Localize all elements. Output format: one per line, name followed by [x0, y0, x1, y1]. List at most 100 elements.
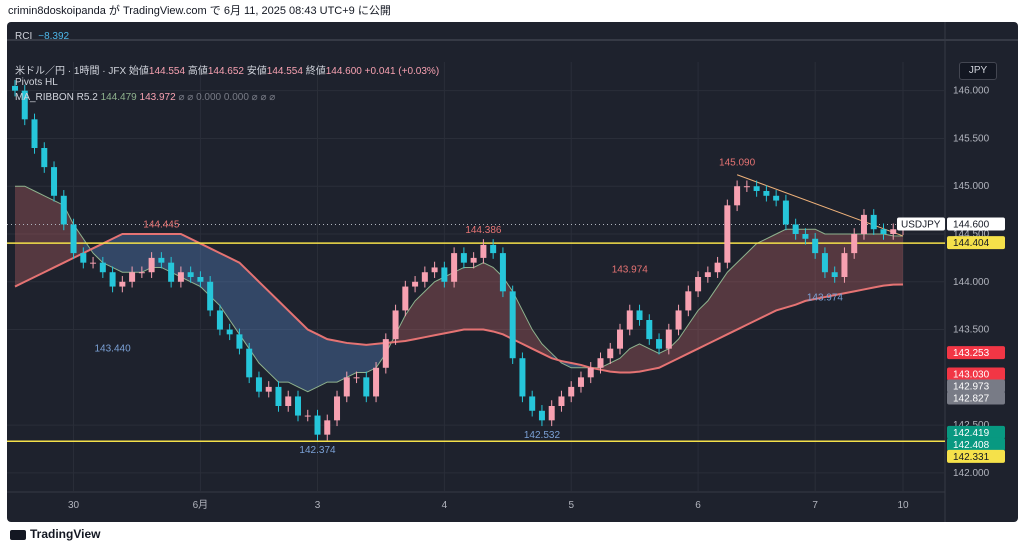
candle-body [656, 339, 663, 349]
candle-body [509, 291, 516, 359]
price-label-text: 143.253 [953, 348, 990, 359]
candle-body [21, 90, 28, 120]
candle-body [548, 406, 555, 421]
candle-body [851, 234, 858, 254]
y-tick-label: 145.000 [953, 181, 990, 192]
pivot-label: 143.974 [807, 292, 844, 303]
price-label-text: 142.419 [953, 428, 990, 439]
candle-body [187, 272, 194, 277]
high-label: 高値 [187, 66, 208, 77]
candle-body [812, 238, 819, 254]
price-label-text: 142.331 [953, 452, 990, 463]
candle-body [294, 396, 301, 416]
candle-body [304, 415, 311, 417]
candle-body [685, 291, 692, 311]
x-tick-label: 5 [568, 500, 574, 511]
candle-body [207, 281, 214, 311]
ribbon-name: MA_RIBBON R5.2 [15, 92, 98, 103]
currency-button[interactable]: JPY [959, 62, 997, 80]
candle-body [470, 257, 477, 263]
high-value: 144.652 [207, 66, 244, 77]
price-label-text: 144.600 [953, 219, 990, 230]
candle-body [831, 272, 838, 277]
candle-body [246, 348, 253, 378]
candle-body [734, 186, 741, 206]
candle-body [119, 281, 126, 287]
pivot-label: 143.440 [95, 343, 132, 354]
pivots-legend: Pivots HL [15, 77, 58, 88]
candle-body [577, 377, 584, 387]
symbol-tag-box [897, 217, 945, 231]
price-label-box [947, 379, 1005, 393]
candle-body [41, 148, 48, 168]
candle-body [558, 396, 565, 406]
candle-body [626, 310, 633, 330]
candle-body [129, 272, 136, 282]
rci-name: RCI [15, 31, 33, 42]
candle-body [675, 310, 682, 330]
candle-body [646, 320, 653, 340]
candle-body [60, 195, 67, 225]
candle-body [363, 377, 370, 397]
candle-body [99, 262, 106, 273]
candle-body [743, 186, 750, 188]
candle-body [802, 234, 809, 239]
candle-body [353, 377, 360, 379]
candle-body [704, 272, 711, 277]
candle-body [226, 329, 233, 335]
price-label-box [947, 236, 1005, 250]
candle-body [412, 281, 419, 287]
x-tick-label: 6 [695, 500, 701, 511]
price-chart[interactable]: 146.000 145.500 145.000 144.500 144.000 143.5… [7, 22, 1018, 522]
candle-body [451, 253, 458, 282]
candle-body [275, 386, 282, 406]
chart-frame[interactable]: 146.000 145.500 145.000 144.500 144.000 143.5… [7, 22, 1018, 522]
candle-body [334, 396, 341, 421]
y-tick-label: 144.000 [953, 277, 990, 288]
candle-body [617, 329, 624, 349]
price-label-box [947, 449, 1005, 463]
y-tick-label: 143.500 [953, 325, 990, 336]
price-label-text: 142.973 [953, 381, 990, 392]
candle-body [70, 224, 77, 254]
candle-body [763, 191, 770, 196]
open-value: 144.554 [148, 66, 186, 77]
symbol-name: 米ドル／円 · 1時間 · JFX [15, 66, 127, 77]
x-tick-label: 7 [812, 500, 818, 511]
candle-body [392, 310, 399, 340]
candle-body [568, 386, 575, 397]
candle-body [158, 257, 165, 263]
candle-body [31, 119, 38, 148]
price-label-box [947, 425, 1005, 439]
candle-body [724, 205, 731, 263]
candle-body [753, 186, 760, 191]
low-value: 144.554 [266, 66, 303, 77]
y-tick-label: 146.000 [953, 86, 990, 97]
tradingview-logo-icon [10, 529, 26, 540]
price-label-box [947, 346, 1005, 360]
pivot-label: 144.386 [465, 225, 502, 236]
brand-text: TradingView [30, 527, 101, 541]
x-tick-label: 30 [68, 500, 80, 511]
candle-body [421, 272, 428, 282]
candle-body [80, 253, 87, 263]
price-label-text: 143.030 [953, 369, 990, 380]
x-tick-label: 6月 [193, 499, 209, 511]
price-label-box [947, 367, 1005, 381]
candle-body [529, 396, 536, 411]
candle-body [197, 277, 204, 282]
ma-slow-line [14, 233, 904, 374]
pivot-label: 143.974 [612, 264, 649, 275]
candle-body [538, 410, 545, 421]
candle-body [373, 367, 380, 397]
pivots-name: Pivots HL [15, 77, 58, 88]
candle-body [109, 272, 116, 287]
price-label-text: 144.404 [953, 238, 990, 249]
pivot-label: 145.090 [719, 158, 756, 169]
candle-body [138, 272, 145, 274]
y-tick-label: 144.500 [953, 229, 990, 240]
candle-body [51, 167, 58, 196]
candle-body [519, 358, 526, 397]
close-value: 144.600 [325, 66, 362, 77]
candle-body [441, 267, 448, 282]
